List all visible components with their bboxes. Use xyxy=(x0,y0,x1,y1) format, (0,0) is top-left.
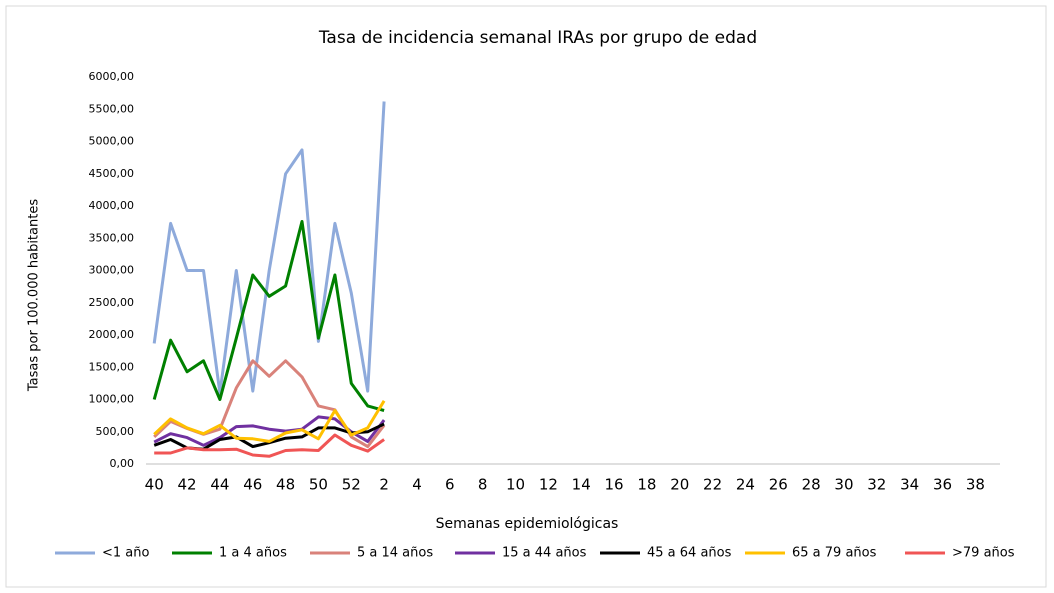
series-line xyxy=(152,101,386,395)
y-tick-label: 5000,00 xyxy=(89,135,135,148)
legend-label: <1 año xyxy=(102,546,150,561)
y-tick-label: 4000,00 xyxy=(89,199,135,212)
y-tick-label: 4500,00 xyxy=(89,167,135,180)
x-axis-label: Semanas epidemiológicas xyxy=(436,516,619,532)
series-line xyxy=(154,433,385,458)
x-tick-label: 10 xyxy=(506,476,525,494)
x-tick-label: 44 xyxy=(210,476,229,494)
x-tick-label: 24 xyxy=(736,476,755,494)
y-tick-label: 1000,00 xyxy=(89,393,135,406)
x-tick-label: 32 xyxy=(867,476,886,494)
x-tick-label: 50 xyxy=(309,476,328,494)
x-tick-label: 28 xyxy=(802,476,821,494)
x-tick-label: 52 xyxy=(342,476,361,494)
x-tick-label: 14 xyxy=(572,476,591,494)
x-tick-label: 4 xyxy=(412,476,422,494)
legend-label: 15 a 44 años xyxy=(502,546,587,561)
x-tick-label: 2 xyxy=(379,476,389,494)
x-tick-label: 30 xyxy=(834,476,853,494)
legend-label: 45 a 64 años xyxy=(647,546,732,561)
chart-title: Tasa de incidencia semanal IRAs por grup… xyxy=(318,28,757,48)
x-tick-label: 16 xyxy=(605,476,624,494)
x-tick-label: 18 xyxy=(637,476,656,494)
x-tick-label: 48 xyxy=(276,476,295,494)
x-tick-label: 12 xyxy=(539,476,558,494)
chart-frame xyxy=(5,5,1047,588)
x-tick-label: 46 xyxy=(243,476,262,494)
x-tick-label: 42 xyxy=(178,476,197,494)
y-tick-label: 3000,00 xyxy=(89,264,135,277)
x-tick-label: 26 xyxy=(769,476,788,494)
legend-label: >79 años xyxy=(952,546,1015,561)
x-tick-label: 40 xyxy=(145,476,164,494)
legend-label: 5 a 14 años xyxy=(357,546,433,561)
x-tick-label: 8 xyxy=(478,476,488,494)
series-line xyxy=(152,220,385,412)
x-tick-label: 34 xyxy=(900,476,919,494)
y-tick-label: 6000,00 xyxy=(89,70,135,83)
x-tick-label: 22 xyxy=(703,476,722,494)
y-tick-label: 1500,00 xyxy=(89,360,135,373)
y-tick-label: 500,00 xyxy=(96,425,135,438)
y-tick-label: 5500,00 xyxy=(89,102,135,115)
y-tick-label: 3500,00 xyxy=(89,231,135,244)
y-tick-label: 2000,00 xyxy=(89,328,135,341)
legend-label: 1 a 4 años xyxy=(219,546,287,561)
x-tick-label: 6 xyxy=(445,476,455,494)
y-tick-label: 2500,00 xyxy=(89,296,135,309)
y-tick-label: 0,00 xyxy=(110,457,135,470)
legend-label: 65 a 79 años xyxy=(792,546,877,561)
y-axis-label: Tasas por 100.000 habitantes xyxy=(27,199,42,392)
series-line xyxy=(153,400,386,443)
x-tick-label: 20 xyxy=(670,476,689,494)
x-tick-label: 36 xyxy=(933,476,952,494)
x-tick-label: 38 xyxy=(966,476,985,494)
